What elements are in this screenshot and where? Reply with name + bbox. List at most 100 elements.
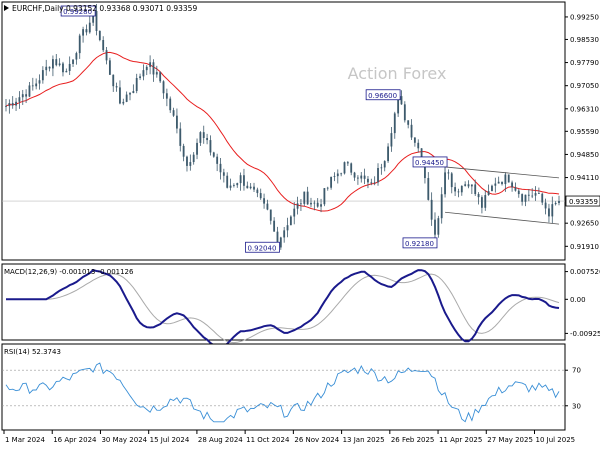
- candle-body: [447, 172, 450, 174]
- current-price-label: 0.93359: [569, 198, 598, 206]
- time-tick-label: 11 Apr 2025: [439, 436, 482, 444]
- candle-body: [232, 185, 235, 186]
- candle-body: [484, 195, 487, 208]
- candle-body: [11, 102, 14, 106]
- candle-body: [119, 87, 121, 104]
- candle-body: [383, 161, 386, 168]
- candle-body: [407, 120, 410, 125]
- channel-lines: [445, 166, 560, 225]
- time-tick-label: 30 May 2024: [101, 436, 147, 444]
- price-tick-label: 0.94850: [570, 151, 599, 159]
- candle-body: [440, 194, 443, 219]
- candle-body: [85, 29, 88, 33]
- candle-body: [554, 202, 557, 205]
- candle-body: [216, 156, 219, 164]
- candle-body: [517, 190, 520, 195]
- header-arrow-icon: [4, 5, 9, 11]
- candle-body: [541, 193, 544, 203]
- candle-body: [434, 219, 436, 235]
- candle-body: [68, 63, 71, 71]
- candle-body: [222, 172, 225, 176]
- candle-body: [504, 174, 507, 185]
- candle-body: [142, 70, 145, 77]
- candle-body: [72, 59, 74, 64]
- time-tick-label: 26 Nov 2024: [294, 436, 339, 444]
- macd-signal-line: [6, 273, 560, 344]
- candle-body: [286, 225, 289, 231]
- macd-header: MACD(12,26,9) -0.001013 -0.001126: [4, 268, 134, 276]
- rsi-panel-frame: [1, 343, 566, 431]
- candle-body: [283, 230, 286, 238]
- candle-body: [514, 187, 517, 191]
- candle-body: [108, 60, 111, 75]
- candle-body: [450, 173, 453, 188]
- candle-body: [62, 63, 64, 73]
- candle-body: [202, 132, 205, 138]
- candle-body: [145, 66, 148, 71]
- candle-body: [38, 80, 41, 84]
- candle-body: [320, 204, 322, 207]
- candle-body: [41, 70, 44, 81]
- price-tick-label: 0.94110: [570, 174, 599, 182]
- rsi-line: [5, 362, 560, 423]
- price-panel-frame: [1, 1, 566, 261]
- candle-body: [31, 85, 34, 87]
- candle-body: [179, 128, 182, 146]
- candle-body: [470, 184, 473, 187]
- price-tick-label: 0.96310: [570, 105, 599, 113]
- candle-body: [236, 183, 239, 186]
- candle-body: [28, 85, 31, 97]
- candle-body: [125, 94, 128, 102]
- candle-body: [363, 175, 366, 179]
- price-label-box: [365, 89, 401, 101]
- candle-body: [521, 194, 524, 202]
- candle-body: [289, 216, 292, 226]
- candle-body: [276, 231, 279, 248]
- candle-body: [296, 203, 299, 209]
- candle-body: [75, 53, 78, 60]
- time-tick-label: 16 Apr 2024: [53, 436, 97, 444]
- candle-body: [531, 195, 534, 197]
- candle-body: [437, 218, 440, 235]
- candle-body: [169, 98, 172, 111]
- candle-body: [253, 186, 255, 190]
- candle-body: [48, 66, 51, 69]
- candle-body: [206, 137, 209, 141]
- candle-body: [95, 11, 98, 31]
- candle-body: [129, 93, 131, 95]
- candle-body: [460, 185, 463, 193]
- moving-average-path: [5, 51, 560, 212]
- ohlc-label: 0.93152 0.93368 0.93071 0.93359: [66, 4, 197, 13]
- rsi-axis: 70 30: [2, 367, 581, 410]
- candle-body: [497, 181, 500, 184]
- candle-body: [159, 72, 162, 82]
- candle-body: [259, 193, 262, 199]
- candle-body: [330, 176, 333, 188]
- candle-body: [413, 137, 416, 143]
- candle-body: [78, 35, 81, 54]
- candle-body: [65, 70, 68, 73]
- candle-body: [467, 184, 470, 187]
- candle-body: [8, 102, 11, 107]
- candle-body: [102, 40, 105, 51]
- price-label-text: 0.94450: [415, 159, 444, 167]
- candle-body: [18, 97, 21, 102]
- candle-body: [400, 96, 403, 105]
- price-label-text: 0.99280: [63, 8, 92, 16]
- candle-body: [343, 162, 346, 174]
- candle-body: [135, 78, 138, 92]
- price-tick-label: 0.97790: [570, 59, 599, 67]
- price-tick-label: 0.92650: [570, 220, 599, 228]
- macd-main-line: [6, 268, 560, 349]
- candle-body: [98, 30, 101, 41]
- price-label-text: 0.92040: [247, 244, 276, 252]
- price-annotations: 0.99280 0.96600 0.94450 0.92040 0.92180: [60, 5, 448, 253]
- candle-body: [226, 175, 229, 188]
- candle-body: [377, 168, 379, 183]
- candle-body: [464, 184, 467, 186]
- candle-body: [353, 172, 356, 178]
- candle-body: [279, 237, 282, 248]
- candle-body: [249, 186, 252, 189]
- candle-body: [256, 189, 259, 194]
- macd-tick-label: -0.009252: [570, 330, 600, 338]
